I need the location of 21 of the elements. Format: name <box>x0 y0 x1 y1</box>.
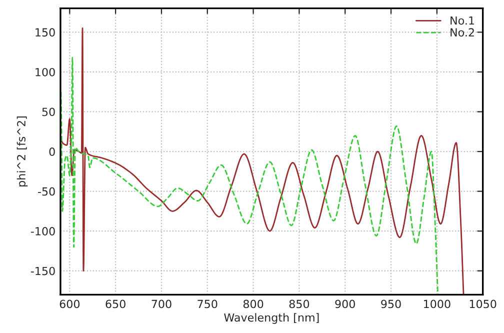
x-tick-label: 1000 <box>424 300 450 308</box>
x-tick-label: 650 <box>106 300 126 308</box>
x-tick-label: 600 <box>60 300 80 308</box>
x-tick-label: 950 <box>381 300 401 308</box>
y-tick-label: -100 <box>30 227 55 236</box>
y-tick-label: -150 <box>30 266 55 276</box>
x-tick-label: 900 <box>335 300 355 308</box>
x-tick-label: 1050 <box>470 300 496 308</box>
legend-label: No.1 <box>450 16 474 25</box>
x-tick-label: 850 <box>289 300 310 308</box>
y-tick-label: 0 <box>49 147 55 156</box>
y-tick-label: -50 <box>38 187 55 196</box>
x-tick-label: 700 <box>152 300 172 308</box>
x-axis-title: Wavelength [nm] <box>224 313 319 324</box>
x-tick-label: 800 <box>243 300 264 308</box>
y-axis-title: phi^2 [fs^2] <box>16 116 28 186</box>
y-tick-label: 50 <box>42 108 55 116</box>
y-tick-label: 100 <box>36 68 55 76</box>
legend-label: No.2 <box>450 28 474 37</box>
x-tick-label: 750 <box>198 300 218 308</box>
y-tick-label: 150 <box>36 28 55 37</box>
